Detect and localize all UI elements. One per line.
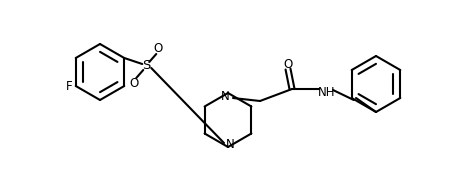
Text: N: N <box>221 89 229 102</box>
Text: N: N <box>225 139 234 152</box>
Text: O: O <box>130 77 139 90</box>
Text: NH: NH <box>318 86 336 99</box>
Text: S: S <box>142 59 151 73</box>
Text: F: F <box>66 80 73 92</box>
Text: O: O <box>154 42 163 55</box>
Text: O: O <box>283 58 292 70</box>
